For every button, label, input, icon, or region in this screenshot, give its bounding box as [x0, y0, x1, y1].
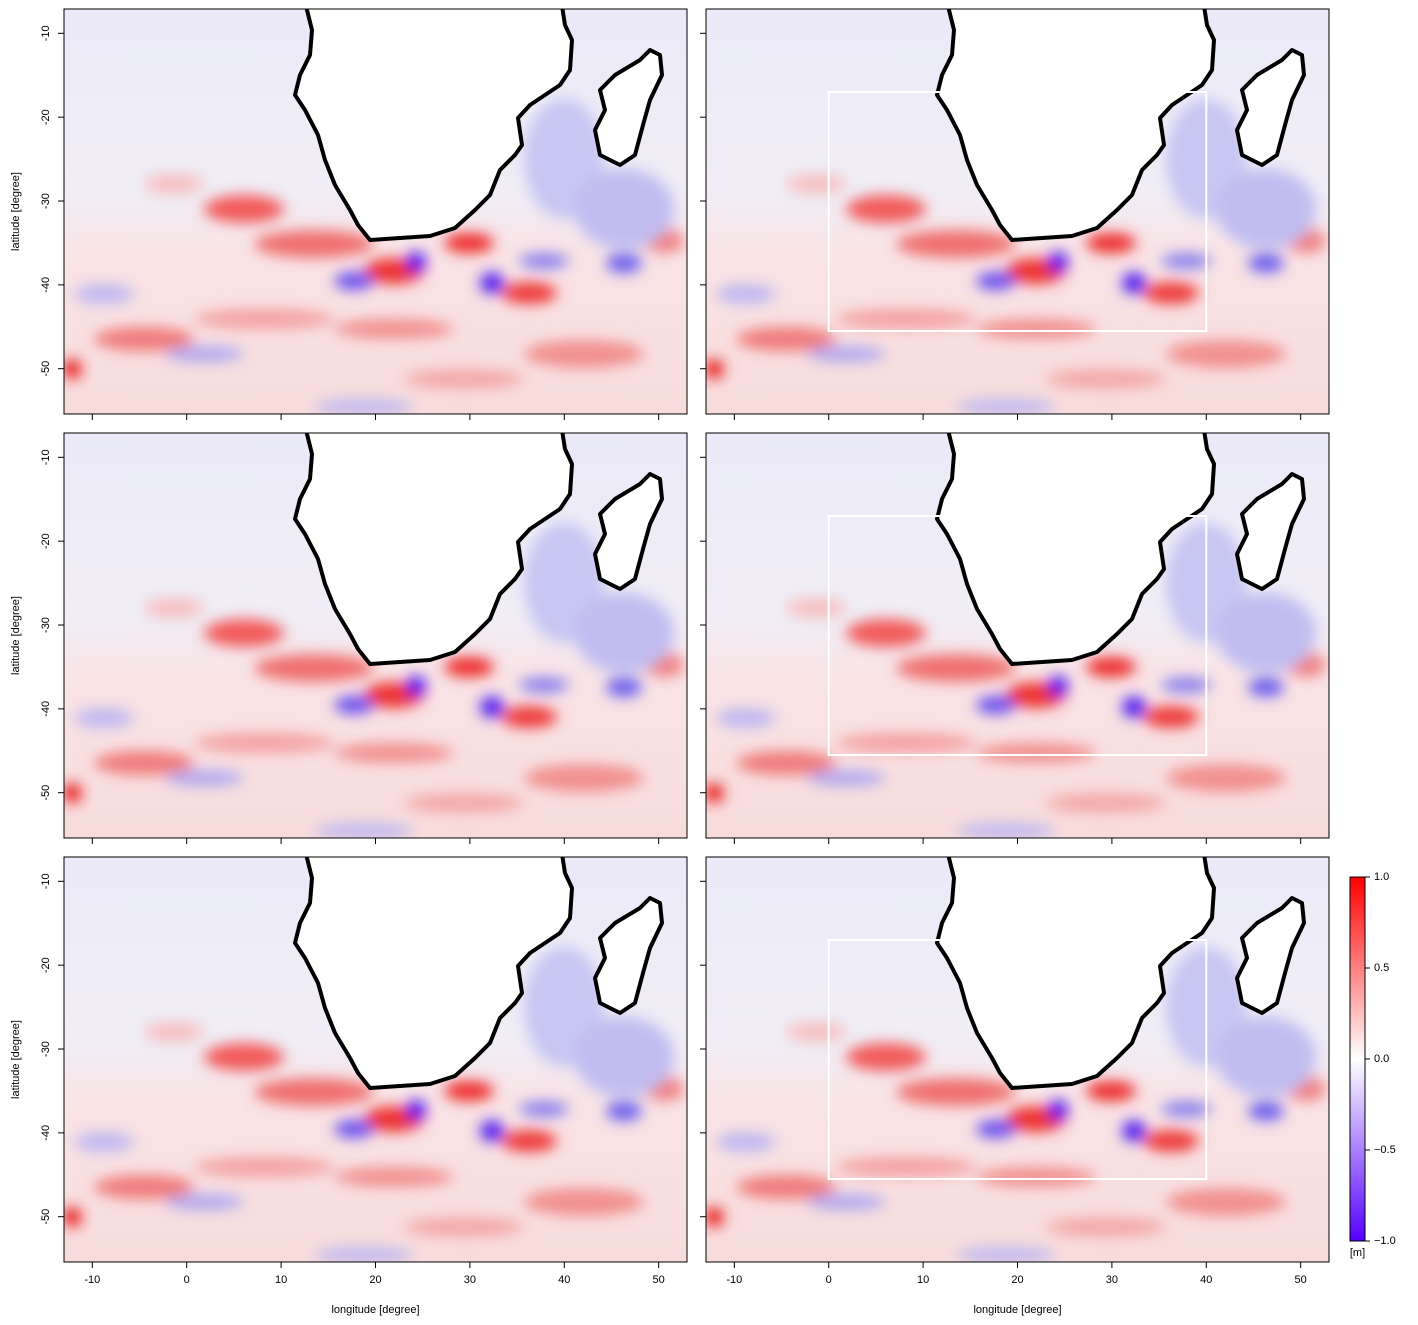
- x-tick-label: 30: [1106, 1274, 1118, 1286]
- y-tick-label: -30: [40, 193, 52, 209]
- x-tick-label: 30: [464, 1274, 476, 1286]
- colorbar-tick-label: 1.0: [1374, 871, 1389, 883]
- x-axis-label: longitude [degree]: [973, 1304, 1061, 1316]
- region-box: [827, 91, 1208, 332]
- x-tick-label: 0: [184, 1274, 190, 1286]
- x-tick-label: 0: [826, 1274, 832, 1286]
- x-tick-label: 50: [1295, 1274, 1307, 1286]
- x-tick-label: 20: [369, 1274, 381, 1286]
- y-axis-label: latitude [degree]: [10, 596, 22, 675]
- y-tick-label: -30: [40, 1041, 52, 1057]
- y-tick-label: -30: [40, 617, 52, 633]
- x-axis-label: longitude [degree]: [331, 1304, 419, 1316]
- x-tick-label: 10: [275, 1274, 287, 1286]
- y-tick-label: -50: [40, 1209, 52, 1225]
- y-tick-label: -20: [40, 109, 52, 125]
- x-tick-label: 40: [1200, 1274, 1212, 1286]
- y-tick-label: -50: [40, 785, 52, 801]
- map-panel: [700, 432, 1330, 844]
- x-tick-label: 50: [653, 1274, 665, 1286]
- map-panel: [700, 8, 1330, 420]
- x-tick-label: 40: [558, 1274, 570, 1286]
- x-tick-label: 10: [917, 1274, 929, 1286]
- colorbar-tick-label: 0.0: [1374, 1053, 1389, 1065]
- map-panel: -10 -20 -30 -40 -50 latitude [degree]: [10, 432, 688, 844]
- map-panel: -10 0 10 20 30 40 50 -10 -20 -30 -40 -50 latitude [d…: [10, 856, 688, 1316]
- y-tick-label: -40: [40, 277, 52, 293]
- y-tick-label: -10: [40, 449, 52, 465]
- colorbar-tick-label: 0.5: [1374, 962, 1389, 974]
- map-panel: -10 -20 -30 -40 -50 latitude [degree]: [10, 8, 688, 420]
- y-tick-label: -10: [40, 873, 52, 889]
- y-tick-label: -40: [40, 701, 52, 717]
- y-axis-label: latitude [degree]: [10, 1020, 22, 1099]
- colorbar: [1349, 876, 1366, 1242]
- y-tick-label: -50: [40, 361, 52, 377]
- region-box: [827, 939, 1208, 1180]
- colorbar-tick-label: −1.0: [1374, 1235, 1396, 1247]
- colorbar-tick-label: −0.5: [1374, 1144, 1396, 1156]
- map-panel: -10 0 10 20 30 40 50 longitude [degree]: [700, 856, 1330, 1316]
- y-tick-label: -10: [40, 25, 52, 41]
- y-axis-label: latitude [degree]: [10, 172, 22, 251]
- y-tick-label: -20: [40, 957, 52, 973]
- x-tick-label: -10: [726, 1274, 742, 1286]
- x-tick-label: -10: [84, 1274, 100, 1286]
- colorbar-unit: [m]: [1350, 1247, 1365, 1259]
- y-tick-label: -40: [40, 1125, 52, 1141]
- y-tick-label: -20: [40, 533, 52, 549]
- region-box: [827, 515, 1208, 756]
- x-tick-label: 20: [1011, 1274, 1023, 1286]
